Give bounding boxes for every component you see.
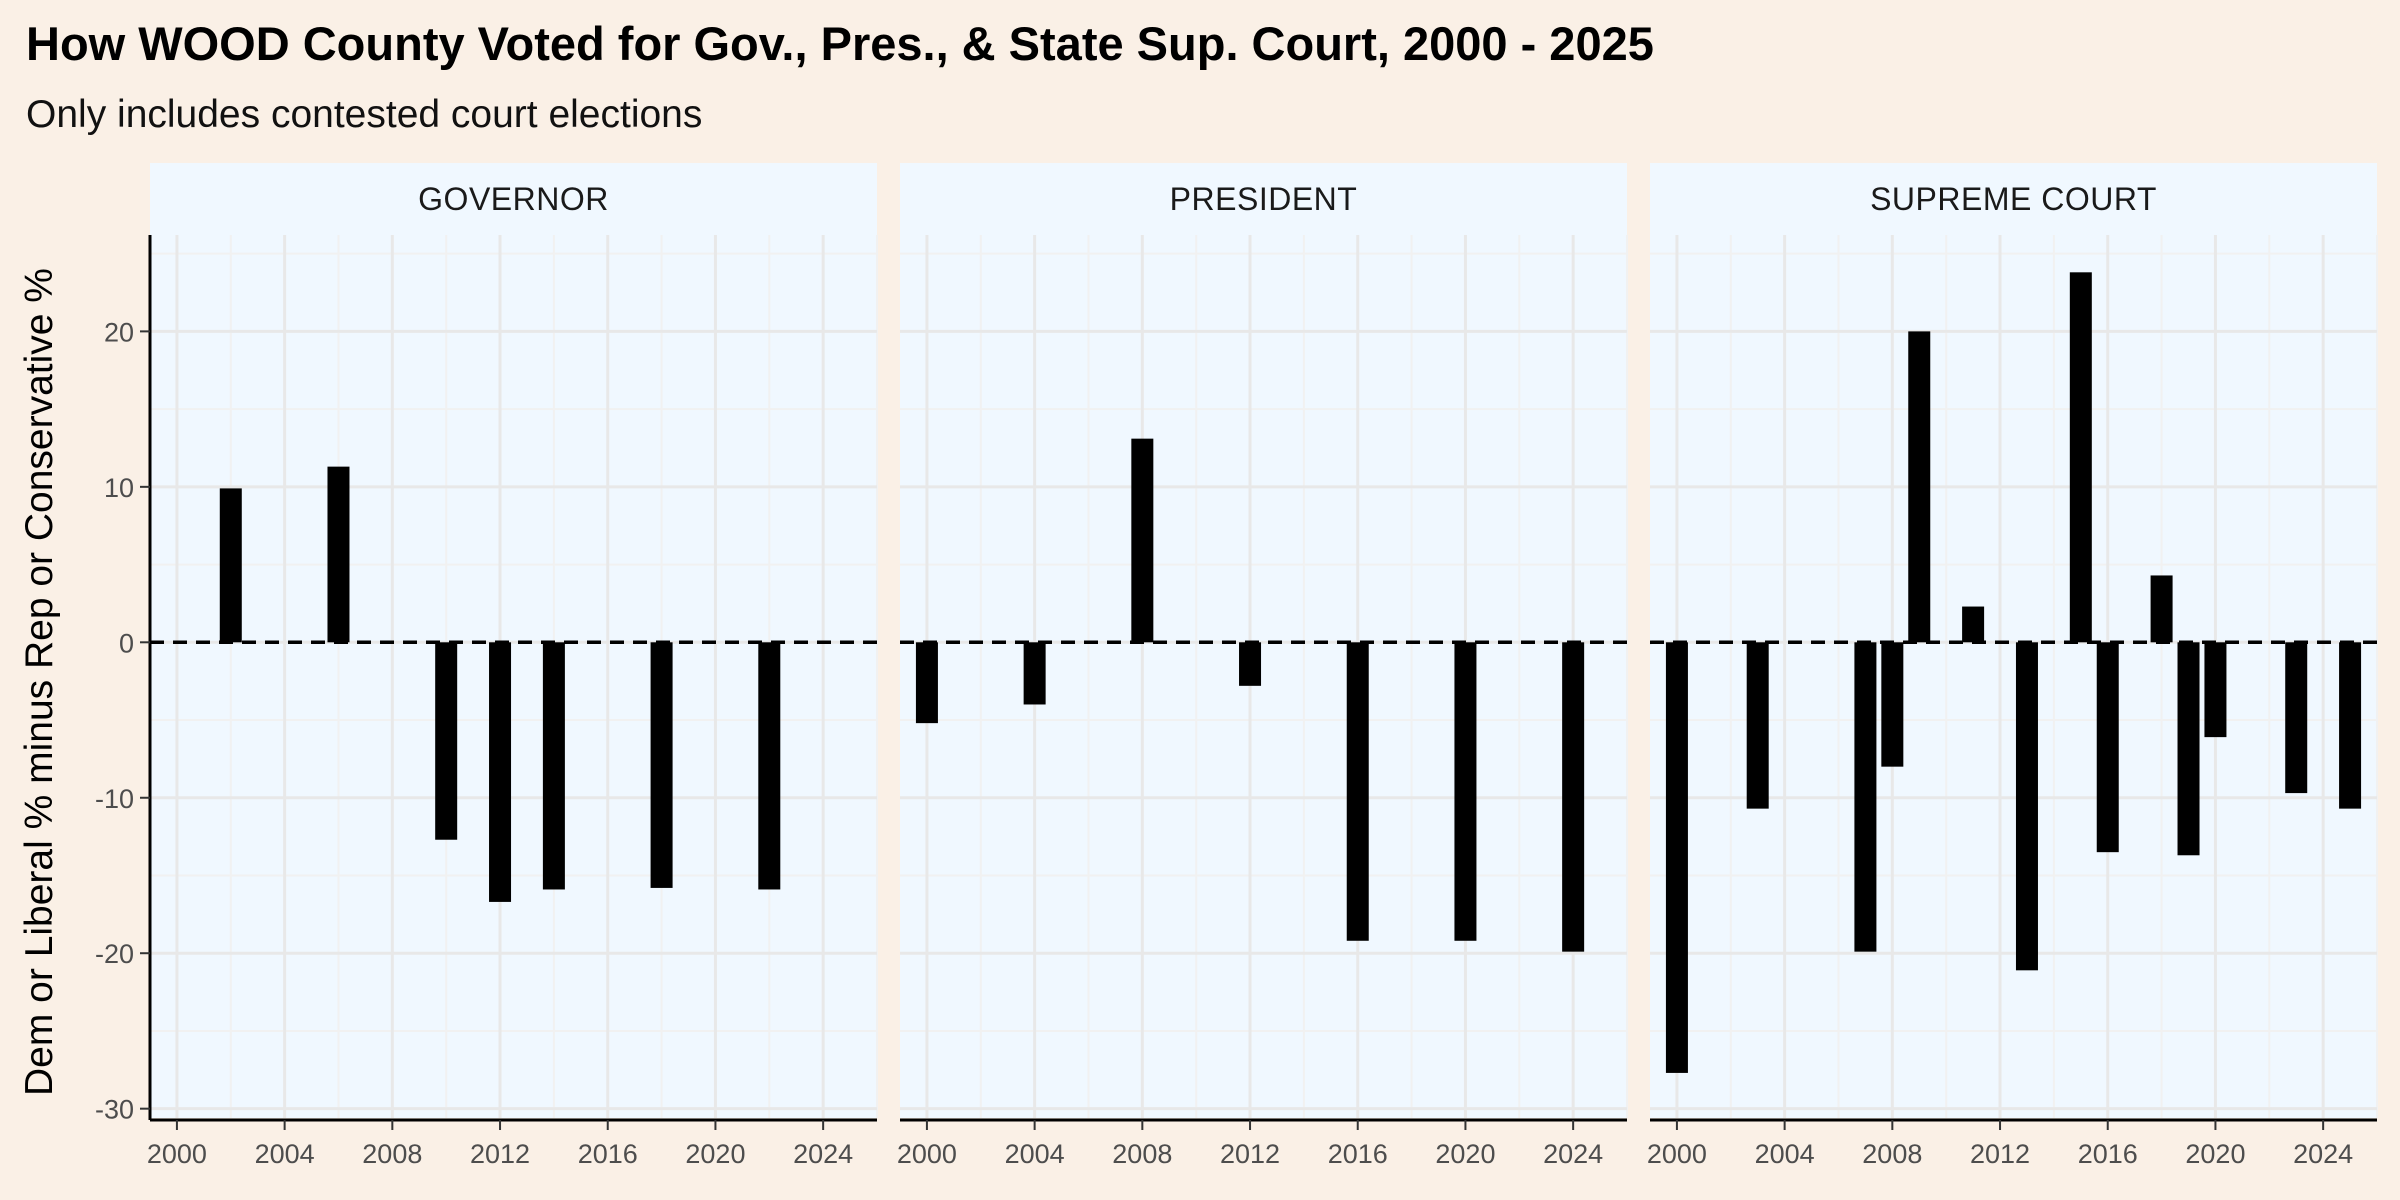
bar-supreme-court-2025	[2339, 642, 2362, 809]
y-tick-label: -10	[95, 784, 134, 814]
panel-president: PRESIDENT 2000 2004 2008 2012 2016 2020 2024	[897, 163, 1628, 1169]
bar-supreme-court-2011	[1962, 606, 1985, 643]
x-tick-label: 2008	[1862, 1139, 1922, 1169]
bar-president-2000	[915, 642, 938, 724]
x-tick-label: 2008	[1112, 1139, 1172, 1169]
bar-supreme-court-2007	[1854, 642, 1877, 952]
x-tick-label: 2024	[2293, 1139, 2353, 1169]
bar-supreme-court-2000	[1665, 642, 1688, 1073]
bar-president-2012	[1239, 642, 1262, 686]
bar-president-2004	[1023, 642, 1046, 705]
x-tick-label: 2016	[578, 1139, 638, 1169]
x-tick-label: 2004	[255, 1139, 315, 1169]
x-tick-label: 2024	[1543, 1139, 1603, 1169]
strip-president	[900, 163, 1627, 235]
bar-supreme-court-2003	[1746, 642, 1769, 809]
x-tick-label: 2000	[1647, 1139, 1707, 1169]
bar-governor-2022	[758, 642, 781, 890]
panel-background	[900, 235, 1627, 1118]
x-tick-label: 2016	[2078, 1139, 2138, 1169]
bar-president-2008	[1131, 438, 1154, 643]
bar-governor-2014	[542, 642, 565, 890]
bar-governor-2002	[219, 488, 242, 643]
bar-supreme-court-2008	[1881, 642, 1904, 767]
chart-title: How WOOD County Voted for Gov., Pres., &…	[26, 17, 1654, 70]
panel-background	[1650, 235, 2377, 1118]
y-tick-label: -30	[95, 1095, 134, 1125]
bar-supreme-court-2018	[2150, 575, 2173, 643]
facet-panels: GOVERNOR 2000 2004 2008 2012 2016 2020 2024 -30 -…	[95, 163, 2378, 1169]
strip-label-supreme-court: SUPREME COURT	[1870, 181, 2157, 217]
bar-president-2024	[1562, 642, 1585, 952]
x-tick-label: 2000	[147, 1139, 207, 1169]
x-tick-label: 2016	[1328, 1139, 1388, 1169]
panel-supreme-court: SUPREME COURT 2000 2004 2008 2012 2016 2020 202…	[1647, 163, 2378, 1169]
bar-president-2016	[1346, 642, 1369, 941]
bar-governor-2018	[650, 642, 673, 888]
bar-supreme-court-2020	[2204, 642, 2227, 738]
bar-supreme-court-2016	[2096, 642, 2119, 853]
chart-subtitle: Only includes contested court elections	[26, 93, 702, 136]
y-axis-title: Dem or Liberal % minus Rep or Conservati…	[18, 268, 61, 1096]
strip-label-president: PRESIDENT	[1170, 181, 1358, 217]
bar-supreme-court-2019	[2177, 642, 2200, 856]
x-tick-label: 2008	[362, 1139, 422, 1169]
y-tick-label: 0	[119, 628, 134, 658]
x-tick-label: 2020	[2185, 1139, 2245, 1169]
bar-governor-2006	[327, 466, 350, 643]
bar-supreme-court-2023	[2285, 642, 2308, 794]
strip-supreme-court	[1650, 163, 2377, 235]
x-tick-label: 2012	[1220, 1139, 1280, 1169]
y-tick-label: 20	[104, 317, 134, 347]
panel-governor: GOVERNOR 2000 2004 2008 2012 2016 2020 2024 -30 -…	[95, 163, 878, 1169]
bar-governor-2012	[489, 642, 512, 902]
x-tick-label: 2000	[897, 1139, 957, 1169]
bar-president-2020	[1454, 642, 1477, 941]
x-tick-label: 2020	[685, 1139, 745, 1169]
x-tick-label: 2004	[1005, 1139, 1065, 1169]
x-tick-label: 2004	[1755, 1139, 1815, 1169]
strip-label-governor: GOVERNOR	[418, 181, 609, 217]
bar-supreme-court-2015	[2069, 272, 2092, 643]
x-tick-label: 2024	[793, 1139, 853, 1169]
x-tick-label: 2012	[1970, 1139, 2030, 1169]
x-tick-label: 2012	[470, 1139, 530, 1169]
y-tick-label: 10	[104, 473, 134, 503]
strip-governor	[150, 163, 877, 235]
x-tick-label: 2020	[1435, 1139, 1495, 1169]
panel-background	[150, 235, 877, 1118]
bar-supreme-court-2009	[1908, 331, 1931, 643]
y-tick-label: -20	[95, 939, 134, 969]
bar-supreme-court-2013	[2015, 642, 2038, 971]
bar-governor-2010	[435, 642, 458, 840]
